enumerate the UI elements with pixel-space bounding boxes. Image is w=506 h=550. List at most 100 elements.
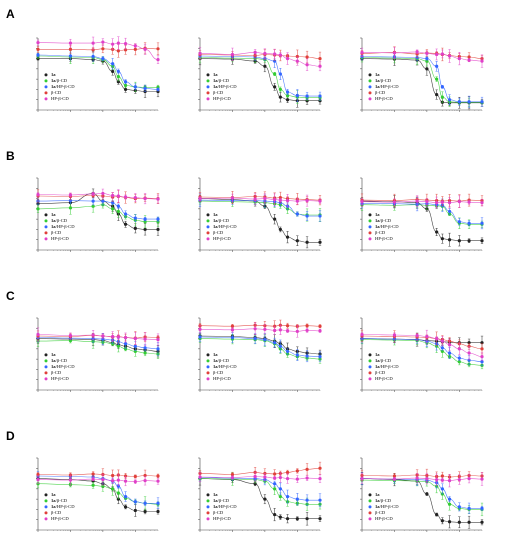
data-point — [143, 479, 147, 483]
legend-bold-part: 1a — [375, 78, 380, 83]
data-point — [156, 47, 160, 51]
series-5 — [198, 193, 322, 208]
series-fit-curve — [37, 54, 159, 90]
legend-marker — [44, 79, 48, 83]
data-point — [68, 193, 73, 197]
data-point — [440, 85, 444, 89]
legend-marker — [368, 353, 372, 357]
series-fit-curve — [361, 478, 482, 509]
data-point — [467, 506, 471, 510]
legend-rest-part: /HP-β-CD — [380, 224, 400, 229]
data-point — [285, 349, 290, 354]
legend-rest-part: HP-β-CD — [51, 96, 69, 101]
data-point — [123, 80, 128, 84]
series-5 — [36, 36, 160, 64]
data-point — [305, 328, 309, 332]
series-fit-curve — [361, 200, 483, 204]
series-fit-curve — [37, 478, 159, 483]
legend-marker — [44, 371, 48, 375]
legend-rest-part: HP-β-CD — [213, 516, 231, 521]
series-fit-curve — [361, 334, 483, 357]
series-1 — [360, 332, 484, 350]
legend-rest-part: /β-CD — [56, 358, 68, 363]
data-point — [305, 94, 309, 98]
data-point — [123, 347, 128, 351]
data-point — [36, 332, 40, 337]
data-point — [480, 506, 484, 510]
series-fit-curve — [37, 55, 158, 88]
legend-rest-part: HP-β-CD — [51, 236, 69, 241]
data-point — [457, 478, 461, 482]
series-3 — [198, 332, 322, 363]
series-fit-curve — [199, 336, 321, 357]
data-point — [285, 517, 290, 521]
data-point — [285, 470, 290, 474]
row-label-a: A — [6, 7, 15, 21]
data-point — [123, 479, 128, 483]
legend-marker — [206, 91, 210, 95]
data-point — [133, 47, 137, 51]
legend-rest-part: /β-CD — [218, 358, 230, 363]
data-point — [447, 351, 452, 355]
data-point — [143, 346, 147, 350]
legend-marker — [206, 359, 210, 363]
data-point — [278, 475, 282, 480]
data-point — [230, 335, 235, 340]
legend-rest-part: /β-CD — [56, 78, 68, 83]
series-fit-curve — [199, 55, 320, 97]
legend-entry: HP-β-CD — [375, 236, 393, 241]
series-fit-curve — [37, 204, 158, 222]
data-point — [467, 351, 471, 355]
data-point — [467, 520, 471, 524]
data-point — [447, 343, 452, 347]
legend-entry: HP-β-CD — [213, 376, 231, 381]
data-point — [285, 235, 290, 239]
data-point — [263, 338, 267, 342]
data-point — [36, 192, 40, 197]
series-4 — [36, 42, 160, 58]
series-fit-curve — [361, 474, 483, 478]
legend-rest-part: /HP-β-CD — [56, 84, 76, 89]
data-point — [440, 519, 444, 523]
legend-bold-part: 1a — [375, 212, 380, 217]
legend-entry: 1a — [213, 352, 218, 357]
legend-marker — [206, 73, 210, 77]
legend-bold-part: 1a — [375, 224, 380, 229]
legend-marker — [368, 97, 372, 101]
data-point — [68, 54, 73, 58]
data-point — [116, 344, 120, 348]
data-point — [263, 64, 267, 68]
legend-entry: 1a — [375, 212, 380, 217]
legend-bold-part: 1a — [213, 504, 218, 509]
data-point — [447, 98, 452, 102]
data-point — [457, 56, 461, 61]
data-point — [285, 329, 290, 333]
legend-entry: 1a — [51, 492, 56, 497]
series-fit-curve — [37, 41, 159, 60]
data-point — [467, 239, 471, 243]
data-point — [440, 474, 444, 478]
data-point — [68, 478, 73, 482]
data-point — [123, 505, 128, 509]
series-fit-curve — [361, 51, 483, 62]
series-fit-curve — [361, 477, 483, 481]
legend-entry: 1a/β-CD — [213, 78, 230, 83]
data-point — [457, 360, 461, 364]
legend-bold-part: 1a — [213, 498, 218, 503]
data-point — [36, 47, 40, 51]
data-point — [156, 87, 160, 92]
series-fit-curve — [37, 193, 159, 200]
data-point — [111, 193, 115, 198]
legend-entry: β-CD — [51, 510, 62, 515]
data-point — [392, 200, 397, 204]
series-3 — [36, 51, 160, 92]
data-point — [143, 227, 147, 232]
data-point — [156, 197, 160, 201]
legend-marker — [206, 377, 210, 381]
data-point — [263, 497, 267, 501]
data-point — [111, 62, 115, 66]
